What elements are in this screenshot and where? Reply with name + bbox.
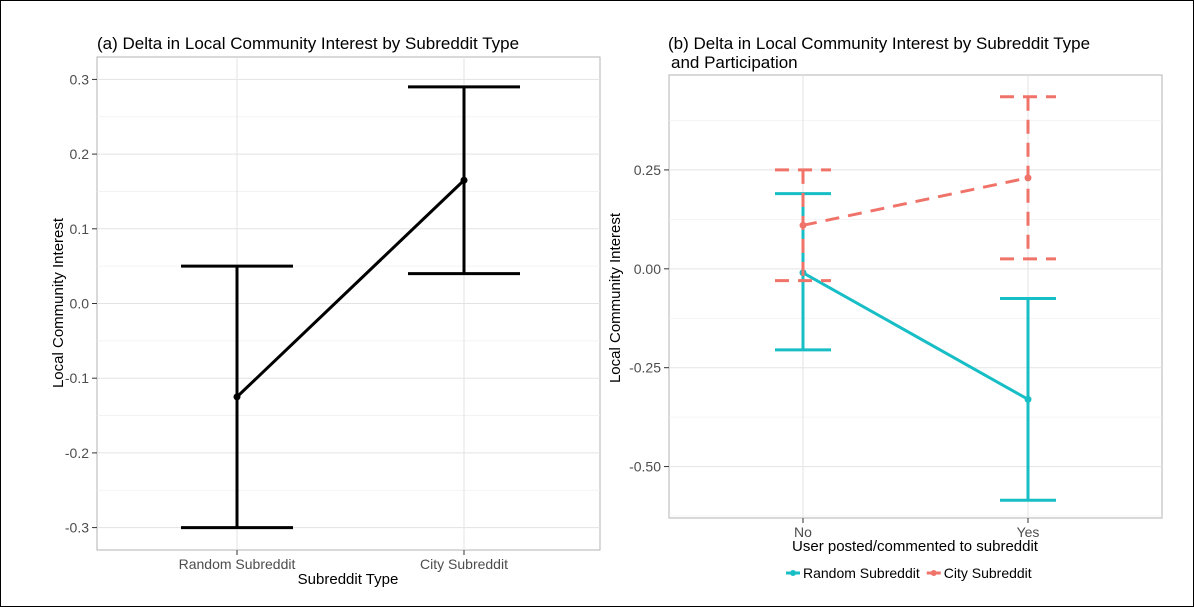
panel-b-plot-area [668, 74, 1163, 519]
panel-b-x-axis-label: User posted/commented to subreddit [792, 538, 1039, 555]
panel-a-grid [97, 57, 600, 550]
legend-key-point [930, 570, 937, 576]
panel-a-x-ticks: Random Subreddit City Subreddit [179, 550, 508, 572]
legend-label: Random Subreddit [803, 565, 920, 581]
y-tick-label: 0.2 [70, 146, 90, 162]
legend-label: City Subreddit [944, 565, 1032, 581]
y-tick-label: -0.2 [65, 445, 89, 461]
panel-b-marks [775, 95, 1056, 502]
series-line [235, 179, 466, 398]
y-tick-label: -0.3 [65, 520, 89, 536]
panel-a: (a) Delta in Local Community Interest by… [50, 34, 601, 588]
panel-b-title: (b) Delta in Local Community Interest by… [668, 34, 1090, 53]
panel-b-y-ticks: -0.50 -0.25 0.00 0.25 [629, 162, 669, 475]
panel-a-y-axis-label: Local Community Interest [50, 217, 67, 388]
data-point [799, 221, 807, 229]
x-tick-label: No [794, 524, 812, 540]
data-point [460, 176, 468, 184]
panel-a-title: (a) Delta in Local Community Interest by… [97, 34, 519, 53]
x-tick-label: Random Subreddit [179, 556, 296, 572]
panel-b-x-ticks: No Yes [794, 518, 1039, 540]
x-tick-label: City Subreddit [420, 556, 508, 572]
panel-a-y-ticks: -0.3 -0.2 -0.1 0.0 0.1 0.2 0.3 [65, 71, 97, 536]
panel-b: (b) Delta in Local Community Interest by… [607, 34, 1163, 581]
y-tick-label: 0.0 [70, 296, 90, 312]
data-point [1024, 395, 1032, 403]
y-tick-label: -0.50 [629, 459, 661, 475]
x-tick-label: Yes [1017, 524, 1040, 540]
data-point [233, 393, 241, 401]
y-tick-label: 0.25 [634, 162, 661, 178]
panel-b-legend: Random Subreddit City Subreddit [786, 565, 1032, 581]
y-tick-label: 0.1 [70, 221, 90, 237]
panel-a-x-axis-label: Subreddit Type [298, 571, 399, 588]
series-line [802, 271, 1029, 401]
panel-b-y-axis-label: Local Community Interest [607, 212, 624, 383]
y-tick-label: -0.1 [65, 370, 89, 386]
panel-a-marks [181, 85, 520, 530]
data-point [1024, 174, 1032, 182]
legend-key-point [790, 570, 796, 576]
series-line [802, 176, 1029, 227]
panel-b-title-line2: and Participation [671, 53, 798, 72]
y-tick-label: 0.3 [70, 71, 90, 87]
y-tick-label: -0.25 [629, 360, 661, 376]
y-tick-label: 0.00 [634, 261, 661, 277]
